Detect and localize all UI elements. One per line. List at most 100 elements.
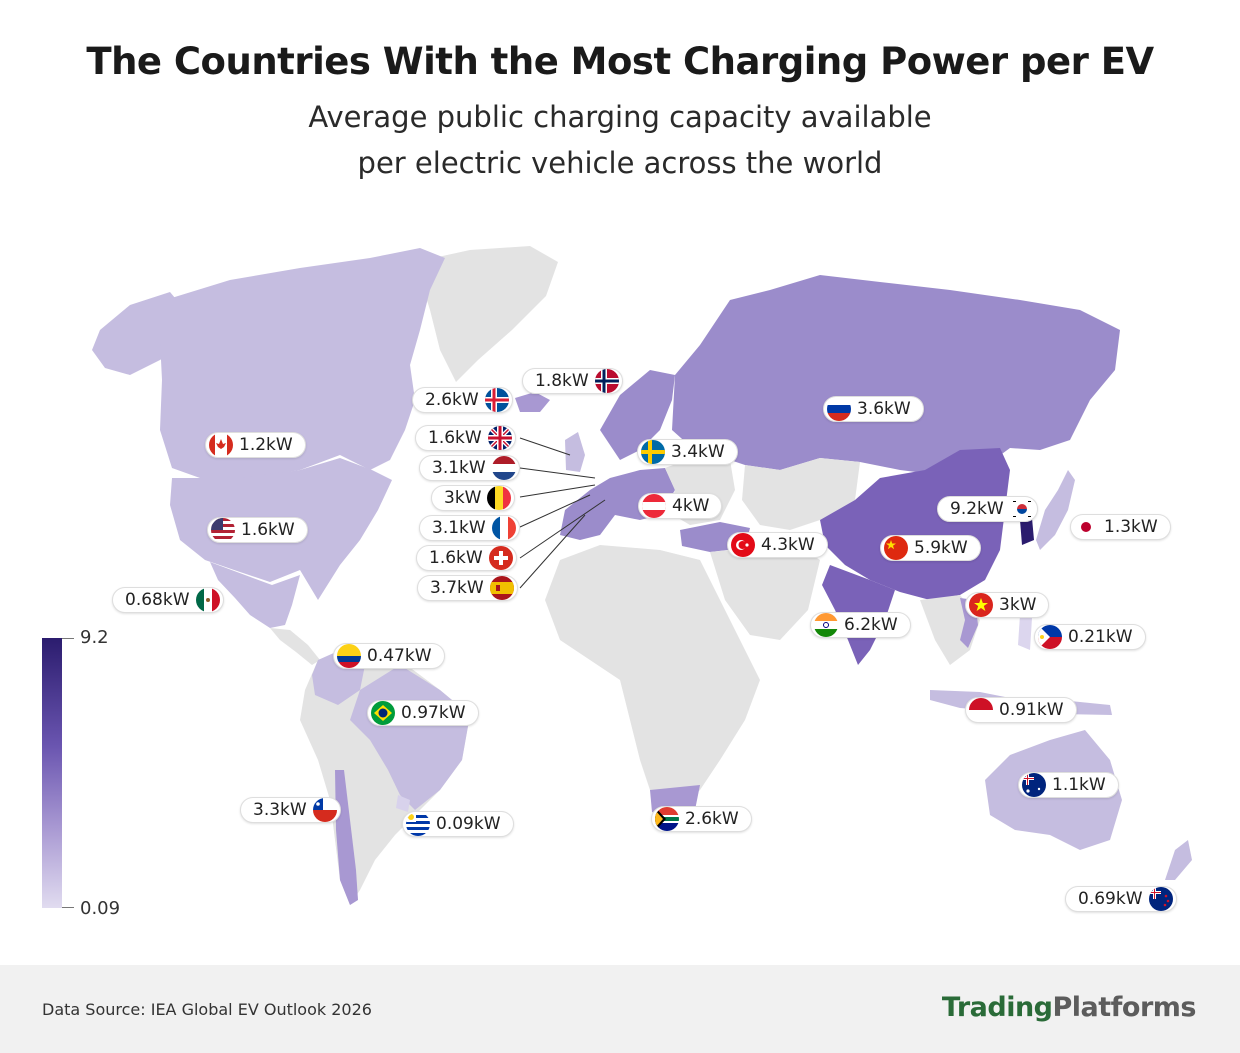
value-russia: 3.6kW xyxy=(857,399,911,419)
data-source: Data Source: IEA Global EV Outlook 2026 xyxy=(42,1000,372,1019)
legend-color-scale xyxy=(42,638,62,908)
label-russia: 3.6kW xyxy=(823,396,924,422)
austria-flag xyxy=(642,494,666,518)
brand-part-2: Platforms xyxy=(1052,992,1197,1023)
legend-min-label: 0.09 xyxy=(80,898,121,919)
western-europe-shape xyxy=(560,468,675,540)
value-india: 6.2kW xyxy=(844,615,898,635)
value-south-korea: 9.2kW xyxy=(950,499,1004,519)
subtitle-line-1: Average public charging capacity availab… xyxy=(308,100,932,134)
label-spain: 3.7kW xyxy=(417,575,518,601)
greenland-shape xyxy=(415,246,558,382)
value-new-zealand: 0.69kW xyxy=(1078,889,1143,909)
value-sweden: 3.4kW xyxy=(671,442,725,462)
south-korea-shape xyxy=(1020,518,1034,545)
label-india: 6.2kW xyxy=(810,612,911,638)
leader-lines xyxy=(519,437,606,589)
france-flag xyxy=(491,516,516,540)
footer-bar xyxy=(0,965,1240,1053)
value-switzerland: 1.6kW xyxy=(429,548,483,568)
central-asia-shape xyxy=(742,458,860,530)
label-brazil: 0.97kW xyxy=(367,700,479,726)
new-zealand-shape xyxy=(1165,840,1192,880)
uk-shape xyxy=(565,432,585,472)
value-norway: 1.8kW xyxy=(535,371,589,391)
label-belgium: 3kW xyxy=(431,485,516,511)
us-flag xyxy=(211,518,235,542)
value-austria: 4kW xyxy=(672,496,710,516)
japan-shape xyxy=(1036,470,1075,550)
legend-max-label: 9.2 xyxy=(80,627,109,648)
value-colombia: 0.47kW xyxy=(367,646,432,666)
middle-east-shape xyxy=(710,540,820,640)
brand-logo: TradingPlatforms xyxy=(941,992,1197,1023)
brand-part-1: Trading xyxy=(941,992,1053,1023)
label-japan: 1.3kW xyxy=(1070,514,1171,540)
uruguay-shape xyxy=(396,795,410,812)
label-norway: 1.8kW xyxy=(522,368,623,394)
value-south-africa: 2.6kW xyxy=(685,809,739,829)
value-indonesia: 0.91kW xyxy=(999,700,1064,720)
label-new-zealand: 0.69kW xyxy=(1065,886,1177,912)
label-south-korea: 9.2kW xyxy=(937,496,1038,522)
world-map xyxy=(92,246,1192,905)
label-australia: 1.1kW xyxy=(1018,772,1119,798)
value-japan: 1.3kW xyxy=(1104,517,1158,537)
colombia-flag xyxy=(337,644,361,668)
legend-tick-min xyxy=(62,907,74,908)
india-flag xyxy=(814,613,838,637)
label-china: 5.9kW xyxy=(880,535,981,561)
philippines-flag xyxy=(1038,625,1062,649)
norway-flag xyxy=(594,369,619,393)
turkey-flag xyxy=(731,533,755,557)
label-turkey: 4.3kW xyxy=(727,532,828,558)
value-uk: 1.6kW xyxy=(428,428,482,448)
value-philippines: 0.21kW xyxy=(1068,627,1133,647)
japan-flag xyxy=(1074,515,1098,539)
sweden-flag xyxy=(641,440,665,464)
value-belgium: 3kW xyxy=(444,488,482,508)
label-austria: 4kW xyxy=(638,493,723,519)
label-vietnam: 3kW xyxy=(965,592,1050,618)
label-indonesia: 0.91kW xyxy=(965,697,1077,723)
value-iceland: 2.6kW xyxy=(425,390,479,410)
belgium-flag xyxy=(487,486,512,510)
value-france: 3.1kW xyxy=(432,518,486,538)
value-vietnam: 3kW xyxy=(999,595,1037,615)
mexico-flag xyxy=(195,588,220,612)
label-uk: 1.6kW xyxy=(415,425,516,451)
canada-shape xyxy=(160,248,445,478)
netherlands-flag xyxy=(491,456,516,480)
switzerland-flag xyxy=(488,546,513,570)
label-mexico: 0.68kW xyxy=(112,587,224,613)
uk-flag xyxy=(487,426,512,450)
label-canada: 1.2kW xyxy=(205,432,306,458)
iceland-shape xyxy=(515,392,550,412)
label-south-africa: 2.6kW xyxy=(651,806,752,832)
value-mexico: 0.68kW xyxy=(125,590,190,610)
indonesia-flag xyxy=(969,698,993,722)
label-colombia: 0.47kW xyxy=(333,643,445,669)
label-iceland: 2.6kW xyxy=(412,387,513,413)
china-shape xyxy=(820,448,1010,600)
label-switzerland: 1.6kW xyxy=(416,545,517,571)
value-chile: 3.3kW xyxy=(253,800,307,820)
chile-flag xyxy=(312,798,337,822)
label-us: 1.6kW xyxy=(207,517,308,543)
south-korea-flag xyxy=(1009,497,1034,521)
value-turkey: 4.3kW xyxy=(761,535,815,555)
value-uruguay: 0.09kW xyxy=(436,814,501,834)
value-brazil: 0.97kW xyxy=(401,703,466,723)
brazil-flag xyxy=(371,701,395,725)
value-australia: 1.1kW xyxy=(1052,775,1106,795)
label-netherlands: 3.1kW xyxy=(419,455,520,481)
vietnam-flag xyxy=(969,593,993,617)
china-flag xyxy=(884,536,908,560)
iceland-flag xyxy=(484,388,509,412)
legend-tick-max xyxy=(62,638,74,639)
australia-flag xyxy=(1022,773,1046,797)
philippines-shape xyxy=(1018,615,1032,650)
africa-shape xyxy=(545,545,760,812)
value-us: 1.6kW xyxy=(241,520,295,540)
uruguay-flag xyxy=(406,812,430,836)
